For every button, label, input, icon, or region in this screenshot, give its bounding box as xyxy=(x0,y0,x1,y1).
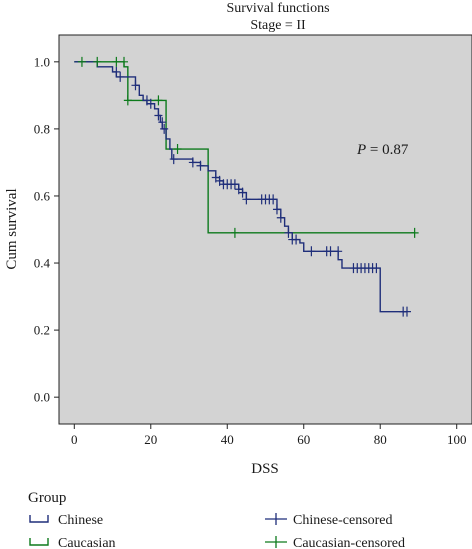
axes: 0 20 40 60 80 100 0.0 0.2 0.4 0.6 0.8 1.0 xyxy=(34,54,467,447)
censor-mark-chinese xyxy=(272,204,281,215)
censor-mark-caucasian xyxy=(123,95,132,106)
censor-mark-chinese xyxy=(158,117,167,128)
x-tick-label: 20 xyxy=(144,432,157,447)
censor-mark-chinese xyxy=(188,157,197,168)
legend-item-label: Chinese xyxy=(58,513,103,528)
y-tick-label: 0.8 xyxy=(34,121,50,136)
legend-line-swatch xyxy=(29,515,49,523)
censor-mark-caucasian xyxy=(230,227,239,238)
censor-mark-caucasian xyxy=(77,56,86,67)
censor-mark-caucasian xyxy=(154,95,163,106)
legend-item-label: Chinese-censored xyxy=(293,513,393,528)
p-value-annotation: P = 0.87 xyxy=(356,142,409,158)
x-tick-label: 100 xyxy=(447,432,467,447)
censor-mark-chinese xyxy=(326,246,335,257)
legend-marker-swatch xyxy=(265,536,287,548)
x-axis-label: DSS xyxy=(251,461,279,477)
censor-mark-caucasian xyxy=(410,227,419,238)
censor-mark-chinese xyxy=(334,246,343,257)
censor-mark-chinese xyxy=(154,110,163,121)
y-tick-label: 0.0 xyxy=(34,390,50,405)
legend-items: Chinese Chinese-censored Caucasian Caucasia… xyxy=(29,513,405,549)
legend-item-label: Caucasian-censored xyxy=(293,536,405,549)
censor-mark-chinese xyxy=(169,154,178,165)
censor-mark-caucasian xyxy=(173,144,182,155)
legend-title: Group xyxy=(28,490,66,506)
x-tick-label: 40 xyxy=(221,432,234,447)
censor-mark-chinese xyxy=(402,306,411,317)
p-value-text: = 0.87 xyxy=(366,142,409,158)
censor-mark-chinese xyxy=(196,160,205,171)
chart-title: Survival functions xyxy=(226,1,329,16)
censor-mark-chinese xyxy=(372,263,381,274)
censor-mark-chinese xyxy=(112,66,121,77)
censor-mark-caucasian xyxy=(93,56,102,67)
plot-area xyxy=(58,34,472,425)
censor-marker-layer xyxy=(77,56,419,317)
legend: Group Chinese Chinese-censored Caucasian Ca… xyxy=(28,490,405,549)
x-tick-label: 0 xyxy=(71,432,78,447)
y-tick-label: 0.4 xyxy=(34,256,51,271)
legend-item-label: Caucasian xyxy=(58,536,116,549)
censor-mark-chinese xyxy=(269,194,278,205)
x-tick-label: 60 xyxy=(297,432,310,447)
censor-mark-chinese xyxy=(160,123,169,134)
y-tick-label: 0.2 xyxy=(34,323,50,338)
censor-mark-chinese xyxy=(276,212,285,223)
y-axis-label: Cum survival xyxy=(4,188,20,269)
censor-mark-chinese xyxy=(307,246,316,257)
censor-mark-chinese xyxy=(131,80,140,91)
legend-line-swatch xyxy=(29,538,49,546)
censor-mark-chinese xyxy=(230,179,239,190)
censor-mark-chinese xyxy=(284,227,293,238)
censor-mark-chinese xyxy=(116,71,125,82)
x-tick-label: 80 xyxy=(374,432,387,447)
censor-mark-chinese xyxy=(292,234,301,245)
censor-mark-caucasian xyxy=(120,56,129,67)
legend-marker-swatch xyxy=(265,513,287,525)
censor-mark-caucasian xyxy=(112,56,121,67)
y-tick-label: 1.0 xyxy=(34,54,50,69)
censor-mark-chinese xyxy=(146,98,155,109)
chart-subtitle: Stage = II xyxy=(250,18,306,33)
p-value-prefix: P xyxy=(356,142,366,158)
censor-mark-chinese xyxy=(238,187,247,198)
censor-mark-chinese xyxy=(242,194,251,205)
y-tick-label: 0.6 xyxy=(34,188,51,203)
